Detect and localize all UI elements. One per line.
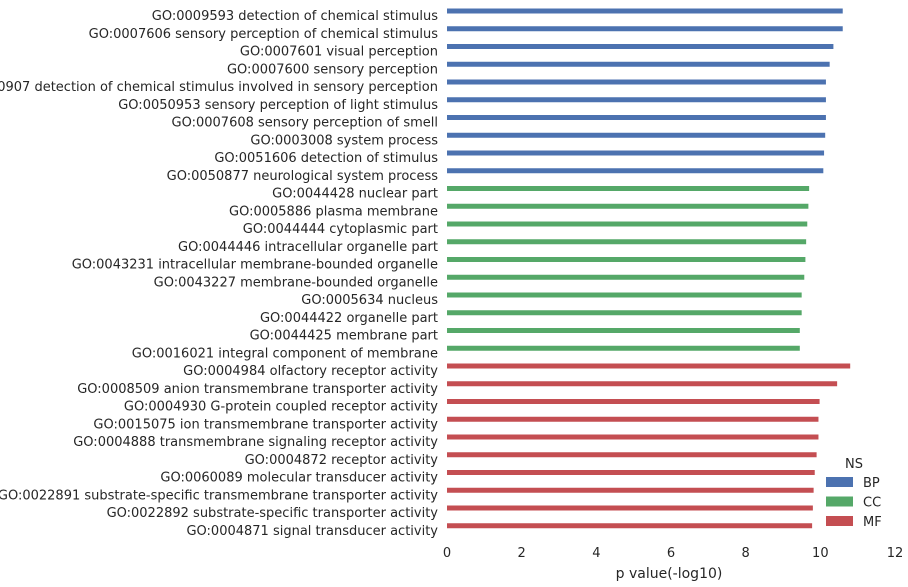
legend-label-cc: CC	[863, 496, 881, 511]
bar-cc	[447, 345, 800, 351]
x-tick-label: 8	[742, 546, 750, 561]
category-label: GO:0044425 membrane part	[250, 329, 438, 344]
x-tick-label: 10	[812, 546, 829, 561]
category-label: GO:0003008 system process	[250, 133, 438, 148]
bar-bp	[447, 61, 830, 67]
category-label: GO:0007606 sensory perception of chemica…	[89, 27, 439, 42]
category-label: GO:0015075 ion transmembrane transporter…	[93, 417, 438, 432]
legend-swatch-cc	[826, 496, 853, 507]
category-label: GO:0050877 neurological system process	[167, 169, 439, 184]
bar-cc	[447, 328, 800, 333]
bar-cc	[447, 221, 808, 227]
bar-mf	[447, 416, 819, 422]
bar-mf	[447, 523, 813, 529]
category-label: GO:0004872 receptor activity	[245, 453, 439, 468]
x-tick-label: 4	[592, 546, 600, 561]
category-label: GO:0044444 cytoplasmic part	[243, 222, 438, 237]
bar-bp	[447, 115, 826, 120]
category-label: GO:0004888 transmembrane signaling recep…	[73, 435, 438, 450]
category-label: GO:0044422 organelle part	[260, 311, 438, 326]
bar-mf	[447, 452, 817, 458]
category-label: GO:0005886 plasma membrane	[229, 204, 438, 219]
bar-cc	[447, 310, 802, 316]
legend-swatch-mf	[826, 516, 853, 526]
bar-mf	[447, 470, 815, 475]
bar-cc	[447, 203, 809, 209]
bar-mf	[447, 487, 814, 493]
bar-cc	[447, 274, 805, 280]
x-tick-label: 12	[887, 546, 904, 561]
category-label: GO:0007608 sensory perception of smell	[172, 116, 438, 131]
bar-mf	[447, 399, 820, 404]
bar-cc	[447, 186, 810, 191]
category-label: GO:0044428 nuclear part	[272, 187, 438, 202]
x-tick-label: 6	[667, 546, 675, 561]
bar-mf	[447, 363, 851, 369]
legend: NS BP CC MF	[826, 457, 882, 530]
legend-title: NS	[845, 457, 863, 472]
legend-label-bp: BP	[863, 476, 880, 491]
category-label: GO:0043227 membrane-bounded organelle	[154, 275, 438, 290]
category-label: GO:0060089 molecular transducer activity	[160, 471, 438, 486]
bar-bp	[447, 8, 843, 14]
bar-mf	[447, 381, 838, 387]
legend-swatch-bp	[826, 477, 853, 487]
bar-cc	[447, 257, 806, 262]
category-label: GO:0050953 sensory perception of light s…	[118, 98, 438, 113]
category-label: GO:0022891 substrate-specific transmembr…	[0, 488, 438, 503]
bar-cc	[447, 239, 807, 245]
bar-bp	[447, 150, 825, 156]
category-label: GO:0008509 anion transmembrane transport…	[77, 382, 438, 397]
category-label: GO:0022892 substrate-specific transporte…	[107, 506, 439, 521]
category-label: GO:0004871 signal transducer activity	[186, 524, 438, 539]
bar-bp	[447, 79, 826, 85]
bar-cc	[447, 292, 802, 298]
category-label: GO:0050907 detection of chemical stimulu…	[0, 80, 438, 95]
bar-bp	[447, 44, 834, 49]
category-label: GO:0009593 detection of chemical stimulu…	[152, 9, 438, 24]
category-label: GO:0051606 detection of stimulus	[214, 151, 438, 166]
bar-bp	[447, 168, 824, 174]
x-tick-label: 0	[443, 546, 451, 561]
category-label: GO:0005634 nucleus	[301, 293, 438, 308]
category-label: GO:0007600 sensory perception	[227, 62, 438, 77]
x-axis-title: p value(-log10)	[616, 566, 723, 582]
bar-bp	[447, 26, 843, 32]
legend-label-mf: MF	[863, 515, 882, 530]
category-label: GO:0044446 intracellular organelle part	[178, 240, 438, 255]
bar-mf	[447, 434, 819, 440]
x-tick-labels: 0 2 4 6 8 10 12	[443, 546, 903, 561]
category-label: GO:0043231 intracellular membrane-bounde…	[72, 258, 438, 273]
x-tick-label: 2	[518, 546, 526, 561]
category-labels: GO:0009593 detection of chemical stimulu…	[0, 9, 438, 539]
bar-mf	[447, 505, 813, 511]
bars-group	[447, 8, 851, 529]
category-label: GO:0007601 visual perception	[240, 45, 438, 60]
category-label: GO:0004984 olfactory receptor activity	[183, 364, 438, 379]
category-label: GO:0004930 G-protein coupled receptor ac…	[124, 400, 438, 415]
bar-bp	[447, 132, 826, 138]
category-label: GO:0016021 integral component of membran…	[132, 346, 438, 361]
bar-bp	[447, 97, 826, 103]
